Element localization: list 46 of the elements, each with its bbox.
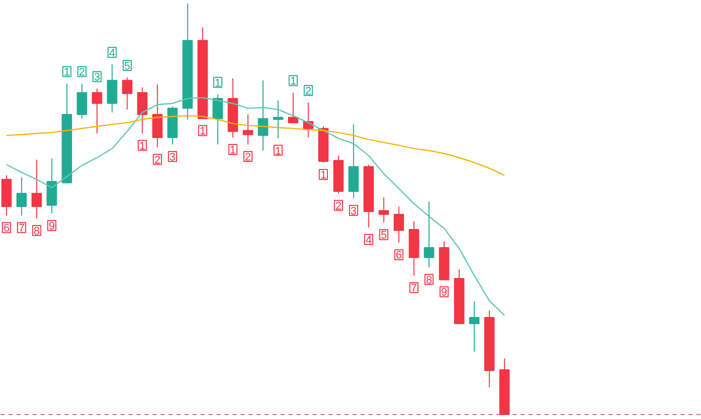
text: 3 <box>169 151 176 164</box>
text: 1 <box>290 76 296 88</box>
candlestick <box>424 201 434 268</box>
candlestick <box>16 176 27 216</box>
text: 6 <box>3 222 10 235</box>
text: 7 <box>18 222 25 235</box>
candlestick <box>258 80 268 152</box>
text: 2 <box>305 86 312 98</box>
text: 3 <box>94 72 100 84</box>
candlestick <box>394 206 404 244</box>
text: 2 <box>78 66 86 79</box>
candlestick <box>32 159 42 219</box>
text: 1 <box>214 77 221 90</box>
text: 1 <box>200 126 206 138</box>
text: 2 <box>244 151 252 164</box>
text: 1 <box>275 145 282 158</box>
candlestick <box>378 196 389 224</box>
text: 9 <box>48 220 55 233</box>
candlestick <box>76 83 88 120</box>
candlestick <box>92 88 102 134</box>
candlestick <box>46 158 57 214</box>
text: 2 <box>154 154 160 166</box>
candlestick <box>122 76 132 110</box>
candlestick <box>212 94 223 145</box>
text: 3 <box>350 205 357 218</box>
text: 4 <box>366 234 372 246</box>
text: 5 <box>124 60 130 72</box>
candlestick <box>106 64 118 113</box>
text: 2 <box>335 200 342 212</box>
text: 1 <box>320 170 326 182</box>
text: 8 <box>426 274 432 286</box>
candlestick <box>469 300 480 352</box>
candlestick <box>288 92 298 124</box>
candlestick <box>152 84 163 148</box>
candlestick <box>242 114 254 145</box>
text: 1 <box>139 140 146 152</box>
text: 7 <box>410 282 417 295</box>
text: 4 <box>109 47 116 60</box>
text: 5 <box>380 230 387 242</box>
text: 1 <box>230 144 236 156</box>
text: 6 <box>396 250 402 262</box>
text: 1 <box>64 66 70 79</box>
text: 9 <box>441 286 448 299</box>
candlestick <box>137 86 148 134</box>
candlestick <box>272 100 284 139</box>
text: 8 <box>34 225 40 238</box>
